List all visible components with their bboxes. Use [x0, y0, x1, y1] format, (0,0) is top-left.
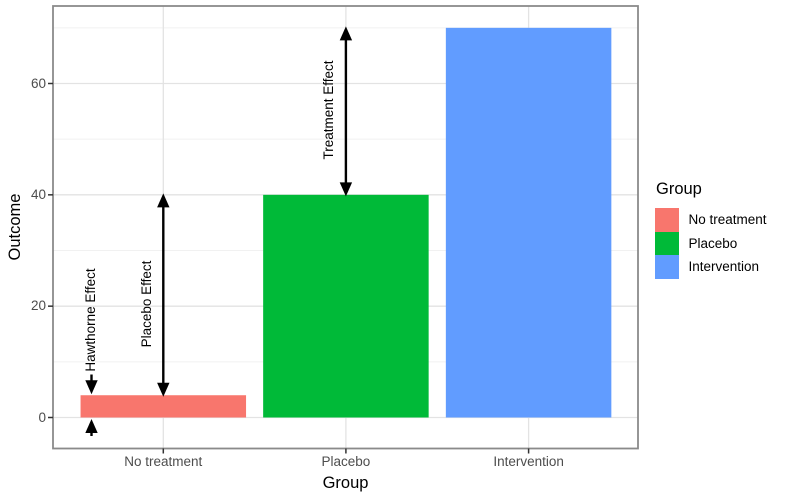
legend-swatch-placebo	[655, 231, 679, 255]
legend-entry-placebo: Placebo	[655, 231, 800, 255]
x-axis-title: Group	[322, 474, 369, 492]
x-tick-label-placebo: Placebo	[321, 454, 371, 469]
treatment-effect-arrow-head-bottom	[339, 182, 353, 197]
legend-label-intervention: Intervention	[688, 259, 760, 275]
x-tick-label-no-treatment: No treatment	[124, 454, 203, 469]
bar-placebo	[263, 194, 429, 418]
legend-entry-intervention: Intervention	[655, 255, 800, 279]
y-tick-label-40: 40	[30, 186, 46, 202]
bar-no-treatment	[80, 395, 247, 418]
legend-title: Group	[656, 180, 702, 198]
y-axis-title: Outcome	[6, 193, 24, 261]
y-tick-label-0: 0	[38, 409, 46, 425]
hawthorne-arrowhead-up	[85, 419, 98, 433]
placebo-effect-arrow-head-top	[157, 193, 170, 208]
legend-swatch-no-treatment	[655, 208, 679, 232]
treatment-effect-arrow-head-top	[339, 26, 353, 41]
legend-entry-no-treatment: No treatment	[655, 208, 800, 232]
legend-swatch-intervention	[655, 255, 679, 279]
legend-label-placebo: Placebo	[688, 235, 738, 251]
bar-intervention	[445, 27, 612, 418]
annotation-label-treatment-effect: Treatment Effect	[320, 60, 336, 160]
hawthorne-arrowhead-down	[85, 380, 98, 395]
y-tick-label-60: 60	[30, 75, 46, 91]
x-tick-label-intervention: Intervention	[493, 454, 564, 469]
annotation-label-placebo-effect: Placebo Effect	[138, 260, 154, 348]
y-tick-label-20: 20	[30, 298, 46, 314]
placebo-effect-arrow-head-bottom	[157, 382, 170, 397]
legend: Group No treatment Placebo Intervention	[655, 179, 800, 279]
legend-label-no-treatment: No treatment	[688, 212, 767, 228]
annotation-label-hawthorne-effect: Hawthorne Effect	[83, 268, 98, 372]
